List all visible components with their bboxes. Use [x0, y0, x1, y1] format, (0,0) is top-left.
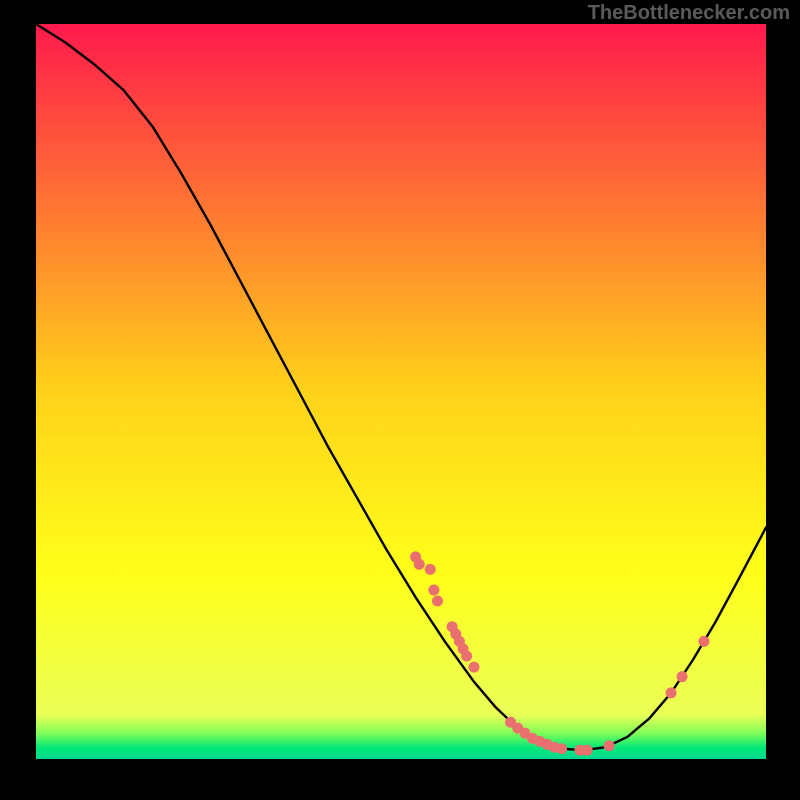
data-marker [425, 564, 436, 575]
plot-background [36, 24, 766, 759]
data-marker [469, 662, 480, 673]
chart-frame: TheBottlenecker.com [0, 0, 800, 800]
watermark-text: TheBottlenecker.com [588, 2, 790, 25]
data-marker [556, 743, 567, 754]
data-marker [432, 595, 443, 606]
data-marker [461, 651, 472, 662]
data-marker [428, 584, 439, 595]
data-marker [414, 559, 425, 570]
data-marker [604, 740, 615, 751]
data-marker [677, 671, 688, 682]
data-marker [666, 687, 677, 698]
bottleneck-curve-chart [36, 24, 766, 759]
data-marker [698, 636, 709, 647]
data-marker [582, 745, 593, 756]
